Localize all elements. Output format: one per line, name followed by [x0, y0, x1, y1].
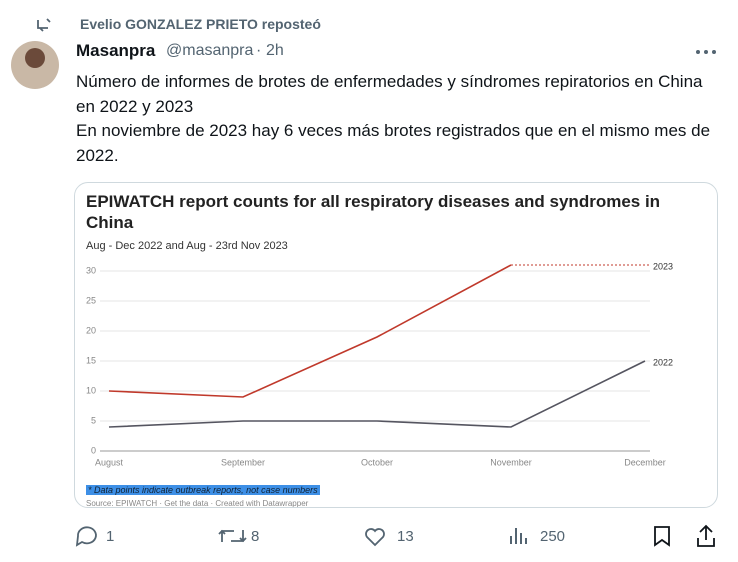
repost-count: 8 — [251, 528, 259, 545]
chart-subtitle: Aug - Dec 2022 and Aug - 23rd Nov 2023 — [86, 240, 288, 252]
repost-icon-small — [37, 18, 51, 32]
y-tick-label: 5 — [91, 415, 96, 425]
x-tick-label: November — [490, 457, 532, 467]
repost-icon[interactable] — [218, 529, 247, 543]
like-icon[interactable] — [365, 528, 385, 547]
chart-source: Source: EPIWATCH · Get the data · Create… — [86, 499, 309, 508]
post-time[interactable]: 2h — [266, 42, 284, 59]
repost-header[interactable]: Evelio GONZALEZ PRIETO reposteó — [80, 16, 321, 32]
y-tick-label: 30 — [86, 265, 96, 275]
chart-note: * Data points indicate outbreak reports,… — [86, 485, 320, 495]
views-icon[interactable] — [510, 528, 527, 544]
author-handle[interactable]: @masanpra — [166, 42, 254, 59]
reply-icon[interactable] — [75, 526, 97, 547]
more-icon[interactable] — [696, 50, 716, 54]
x-tick-label: September — [221, 457, 265, 467]
series-label: 2022 — [653, 357, 673, 367]
series-line — [108, 264, 512, 398]
author-name[interactable]: Masanpra — [76, 41, 156, 60]
y-tick-label: 0 — [91, 445, 96, 455]
x-tick-label: October — [361, 457, 393, 467]
y-tick-label: 15 — [86, 355, 96, 365]
post-text-1: Número de informes de brotes de enfermed… — [76, 72, 703, 116]
x-tick-label: August — [95, 457, 124, 467]
chart-title: EPIWATCH report counts for all respirato… — [86, 192, 661, 232]
view-count: 250 — [540, 528, 565, 545]
reply-count: 1 — [106, 528, 114, 545]
like-count: 13 — [397, 528, 414, 545]
bookmark-icon[interactable] — [654, 526, 670, 547]
y-tick-label: 25 — [86, 295, 96, 305]
post-text-2: En noviembre de 2023 hay 6 veces más bro… — [76, 121, 711, 165]
series-label: 2023 — [653, 261, 673, 271]
share-icon[interactable] — [697, 524, 715, 547]
x-tick-label: December — [624, 457, 666, 467]
y-tick-label: 20 — [86, 325, 96, 335]
series-line — [108, 360, 646, 428]
dot: · — [256, 42, 262, 59]
avatar-head — [25, 48, 45, 68]
chart-card[interactable]: EPIWATCH report counts for all respirato… — [74, 182, 718, 508]
y-tick-label: 10 — [86, 385, 96, 395]
